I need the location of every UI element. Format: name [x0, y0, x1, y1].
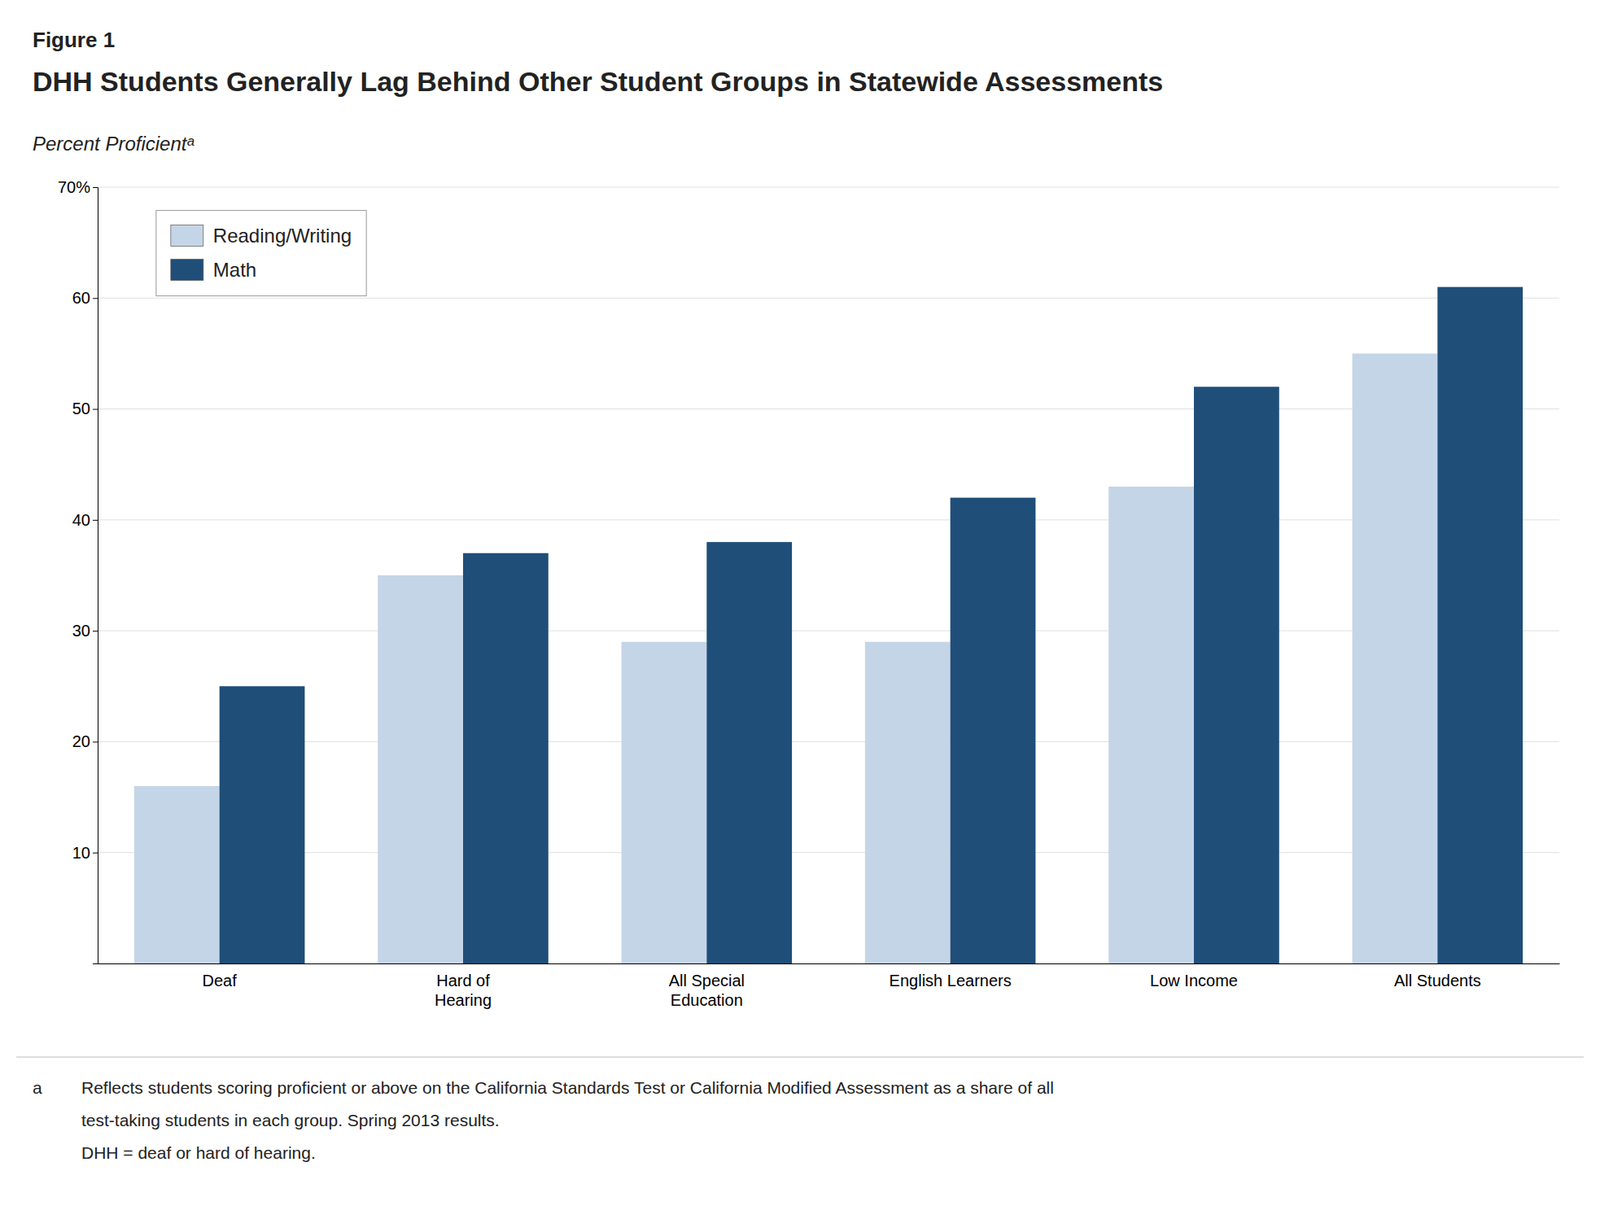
x-tick-label: Low Income: [1149, 971, 1238, 990]
y-tick-mark: [92, 741, 98, 743]
x-tick-label-line: English Learners: [889, 971, 1012, 990]
y-tick: 10: [72, 843, 98, 862]
x-axis: Deaf Hard ofHearing All SpecialEducation En…: [98, 964, 1561, 1010]
y-tick-label: 10: [72, 843, 91, 862]
x-tick-label-line: Hard of: [436, 971, 490, 990]
bars: [134, 287, 1523, 964]
y-tick: 30: [72, 621, 98, 640]
y-tick-label: 40: [72, 511, 91, 529]
footnote: test-taking students in each group. Spri…: [81, 1110, 500, 1130]
x-tick-label-line: Education: [670, 991, 744, 1010]
bar: [1108, 486, 1194, 964]
bar: [706, 542, 792, 964]
y-tick: 60: [72, 288, 98, 307]
series: [134, 353, 1438, 964]
grid-line: [97, 852, 1560, 853]
legend-swatch: [170, 225, 204, 247]
bar: [1437, 287, 1523, 964]
y-tick-mark: [92, 409, 98, 411]
x-axis-line: [98, 963, 1561, 965]
x-tick-label: All Students: [1394, 971, 1482, 990]
series: [219, 287, 1523, 964]
footnote: DHH = deaf or hard of hearing.: [81, 1143, 316, 1163]
y-axis-title: Percent Proficientᵃ: [32, 132, 195, 155]
y-axis: 10 20 30 40 50 60 70%: [57, 178, 99, 965]
x-tick-label-line: Low Income: [1149, 971, 1238, 990]
bar: [1193, 386, 1280, 964]
bar: [865, 642, 951, 964]
y-tick: 70%: [57, 178, 98, 197]
grid: [97, 187, 1560, 853]
legend-swatch: [170, 259, 204, 281]
title: DHH Students Generally Lag Behind Other …: [32, 65, 1163, 97]
footnote-marker: a: [32, 1078, 43, 1098]
x-tick: All Students: [1394, 971, 1482, 990]
grid-line: [97, 297, 1560, 299]
y-axis-line: [92, 187, 99, 965]
y-tick-mark: [92, 852, 98, 854]
y-tick-label: 20: [72, 732, 91, 751]
bar: [621, 642, 708, 964]
footnote: Reflects students scoring proficient or …: [81, 1078, 1054, 1098]
figure-label: Figure 1: [32, 27, 115, 53]
bar: [134, 786, 220, 964]
x-tick-label-line: Hearing: [434, 991, 492, 1010]
grid-line: [97, 187, 1560, 188]
x-tick: Low Income: [1149, 971, 1238, 990]
legend: Reading/Writing Math: [156, 210, 367, 297]
legend-label: Reading/Writing: [213, 224, 352, 247]
y-tick-mark: [92, 520, 98, 521]
x-tick: English Learners: [889, 971, 1012, 990]
legend-items: Reading/Writing Math: [170, 224, 352, 281]
x-tick-label-line: Deaf: [202, 971, 238, 990]
chart: Figure 1 DHH Students Generally Lag Behin…: [0, 0, 1600, 1232]
y-tick: 20: [72, 732, 98, 751]
bar: [377, 575, 464, 964]
x-tick-label-line: All Special: [668, 971, 745, 990]
footnotes: a Reflects students scoring proficient or…: [32, 1078, 1054, 1163]
x-tick-label: All SpecialEducation: [668, 971, 745, 1010]
y-tick-label: 60: [72, 288, 91, 307]
legend-item: Reading/Writing: [170, 224, 352, 247]
legend-label: Math: [213, 258, 257, 281]
bar: [1352, 353, 1439, 964]
x-tick-label: Hard ofHearing: [434, 971, 492, 1010]
bar: [219, 686, 306, 964]
x-tick: Hard ofHearing: [434, 971, 492, 1010]
y-tick: 50: [72, 399, 98, 418]
grid-line: [97, 630, 1560, 632]
y-tick-mark: [92, 187, 98, 188]
bar: [950, 498, 1037, 964]
y-tick-label: 30: [72, 621, 91, 640]
legend-box: [156, 210, 367, 297]
x-tick: Deaf: [202, 971, 238, 990]
footnote-separator: [16, 1057, 1584, 1058]
x-tick-label: Deaf: [202, 971, 238, 990]
y-tick: 40: [72, 511, 98, 529]
y-tick-mark: [92, 297, 98, 299]
x-tick: All SpecialEducation: [668, 971, 745, 1010]
grid-line: [97, 408, 1560, 410]
y-tick-label: 50: [72, 399, 91, 418]
y-tick-label: 70%: [57, 178, 91, 197]
legend-item: Math: [170, 258, 257, 281]
grid-line: [97, 519, 1560, 521]
x-tick-label-line: All Students: [1394, 971, 1482, 990]
y-tick-mark: [92, 630, 98, 632]
plot: 10 20 30 40 50 60 70% Deaf Hard ofHearing All Spe…: [57, 178, 1561, 1010]
grid-line: [97, 741, 1560, 743]
bar: [463, 553, 549, 964]
x-tick-label: English Learners: [889, 971, 1012, 990]
